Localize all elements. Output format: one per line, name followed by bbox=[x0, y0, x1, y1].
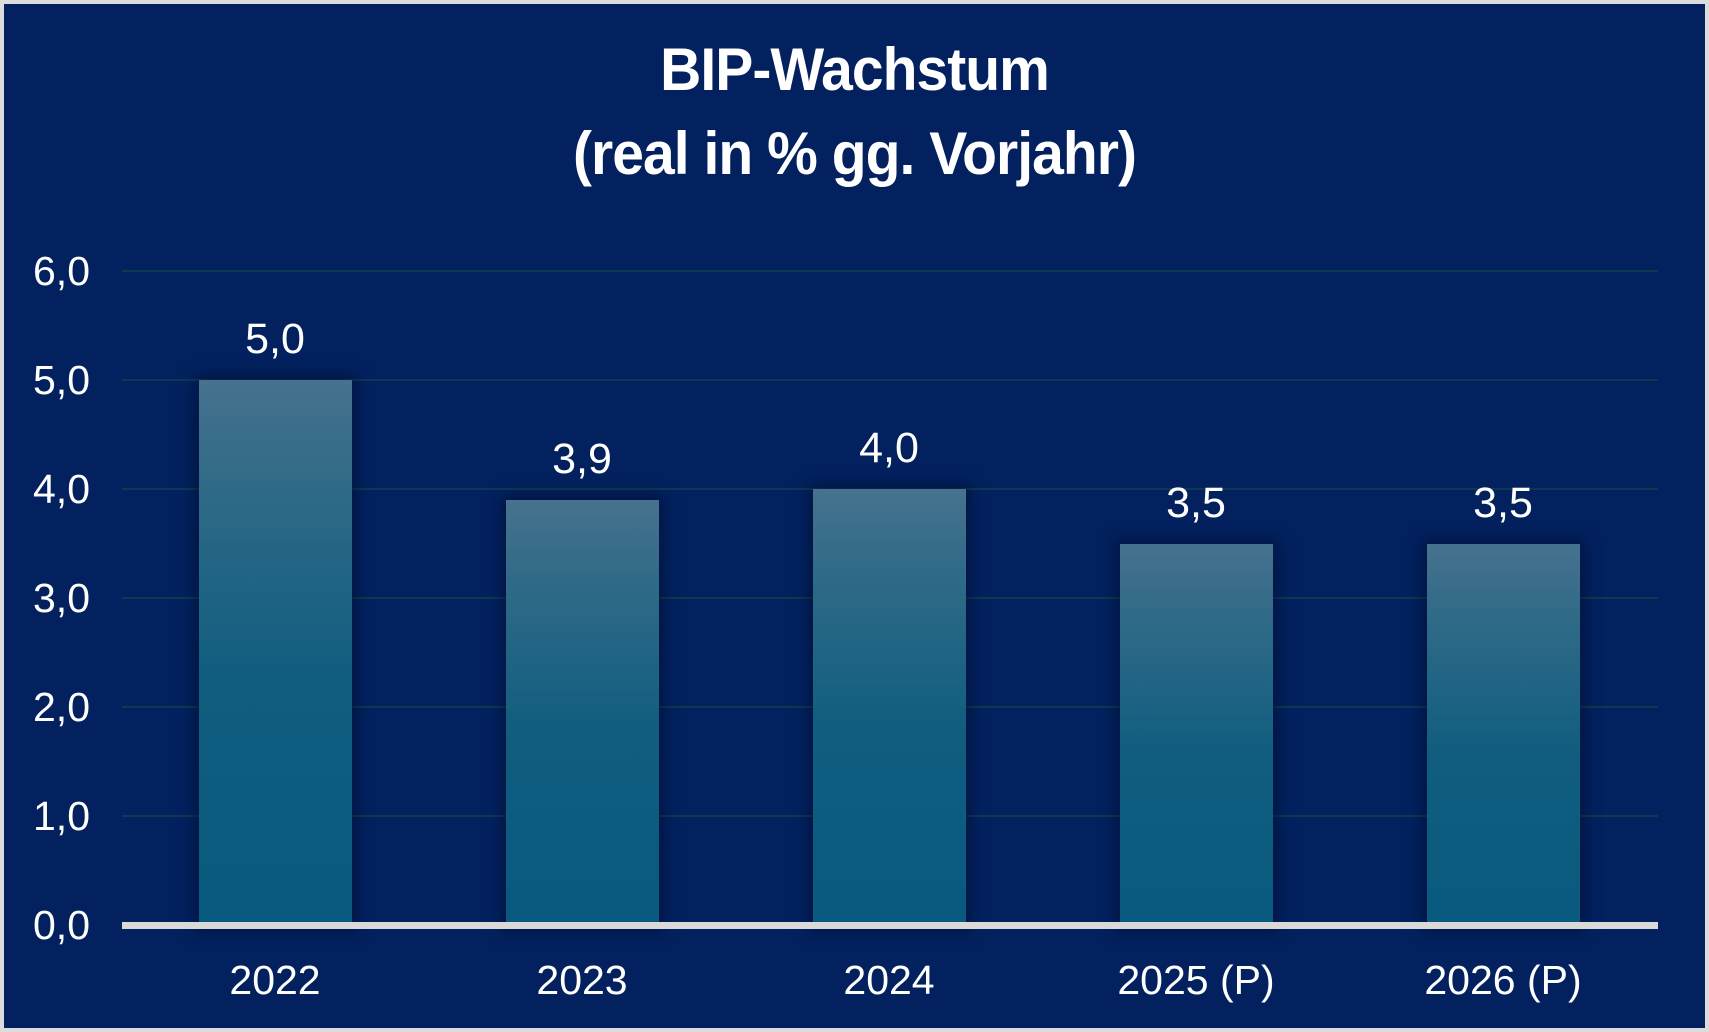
chart-title-line2: (real in % gg. Vorjahr) bbox=[572, 120, 1137, 187]
y-axis-tick-label: 5,0 bbox=[33, 357, 90, 403]
bar-2026P bbox=[1426, 543, 1580, 927]
y-axis-tick-label: 1,0 bbox=[33, 793, 90, 839]
y-axis-tick-label: 6,0 bbox=[33, 248, 90, 294]
y-axis-tick-label: 3,0 bbox=[33, 575, 90, 621]
gridline-6,0 bbox=[122, 270, 1658, 272]
y-axis-tick-label: 0,0 bbox=[33, 902, 90, 948]
gridline-5,0 bbox=[122, 379, 1658, 381]
bar-value-label: 3,9 bbox=[552, 434, 612, 483]
bar-2022 bbox=[198, 380, 352, 927]
bar-2024 bbox=[812, 489, 966, 927]
x-axis-category-label: 2026 (P) bbox=[1424, 957, 1582, 1003]
x-axis-line bbox=[122, 922, 1658, 929]
bar-value-label: 4,0 bbox=[859, 424, 919, 472]
chart-title: BIP-Wachstum (real in % gg. Vorjahr) bbox=[43, 28, 1667, 196]
x-axis-category-label: 2022 bbox=[229, 957, 321, 1003]
bar-2023 bbox=[505, 499, 659, 927]
bar-2025P bbox=[1119, 543, 1273, 927]
bar-value-label: 3,5 bbox=[1166, 478, 1226, 527]
y-axis-tick-label: 2,0 bbox=[33, 684, 90, 730]
x-axis-category-label: 2024 bbox=[843, 957, 935, 1003]
y-axis-tick-label: 4,0 bbox=[33, 466, 90, 512]
bar-value-label: 3,5 bbox=[1473, 478, 1533, 527]
bar-value-label: 5,0 bbox=[245, 315, 305, 363]
chart-title-line1: BIP-Wachstum bbox=[660, 36, 1050, 103]
x-axis-category-label: 2023 bbox=[536, 957, 628, 1003]
x-axis-category-label: 2025 (P) bbox=[1117, 957, 1275, 1003]
